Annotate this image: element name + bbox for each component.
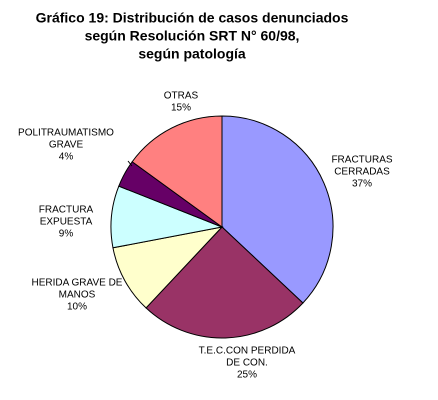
value-label: 37% <box>352 179 372 190</box>
slice-label: POLITRAUMATISMO <box>18 128 114 139</box>
pie-slice <box>221 115 334 304</box>
chart-title: Gráfico 19: Distribución de casos denunc… <box>36 10 349 26</box>
value-label: 9% <box>59 229 74 240</box>
slice-label: HERIDA GRAVE DE <box>32 278 123 289</box>
value-label: 15% <box>171 103 191 114</box>
value-label: 4% <box>59 152 74 163</box>
value-label: 10% <box>67 302 87 313</box>
slice-label: FRACTURA <box>39 205 94 216</box>
slice-label: T.E.C.CON PERDIDA <box>199 346 296 357</box>
slice-label: DE CON. <box>226 358 268 369</box>
pie-slice <box>145 226 304 339</box>
slice-label: EXPUESTA <box>40 217 93 228</box>
leader-line <box>127 160 133 167</box>
pie-slice <box>131 115 223 228</box>
slice-label: GRAVE <box>49 140 84 151</box>
slice-label: MANOS <box>59 290 96 301</box>
chart-title: según Resolución SRT N° 60/98, <box>85 28 300 44</box>
value-label: 25% <box>237 370 257 381</box>
slice-label: FRACTURAS <box>331 155 392 166</box>
slice-label: OTRAS <box>164 91 199 102</box>
slice-label: CERRADAS <box>334 167 390 178</box>
chart-title: según patología <box>138 46 246 62</box>
